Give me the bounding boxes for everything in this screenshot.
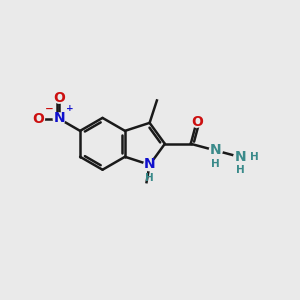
Text: H: H: [236, 166, 244, 176]
Text: +: +: [66, 104, 73, 113]
Circle shape: [209, 144, 222, 157]
Text: H: H: [145, 173, 153, 183]
Text: H: H: [250, 152, 258, 162]
Circle shape: [191, 116, 202, 127]
Circle shape: [32, 112, 44, 125]
Text: N: N: [53, 111, 65, 125]
Text: −: −: [44, 103, 53, 113]
Text: H: H: [212, 159, 220, 169]
Circle shape: [53, 113, 65, 125]
Text: O: O: [32, 112, 44, 126]
Circle shape: [234, 150, 248, 164]
Text: N: N: [144, 157, 155, 171]
Text: N: N: [235, 150, 247, 164]
Circle shape: [144, 159, 155, 171]
Text: N: N: [210, 143, 222, 157]
Text: O: O: [53, 91, 65, 105]
Text: O: O: [191, 115, 203, 129]
Circle shape: [54, 92, 65, 103]
